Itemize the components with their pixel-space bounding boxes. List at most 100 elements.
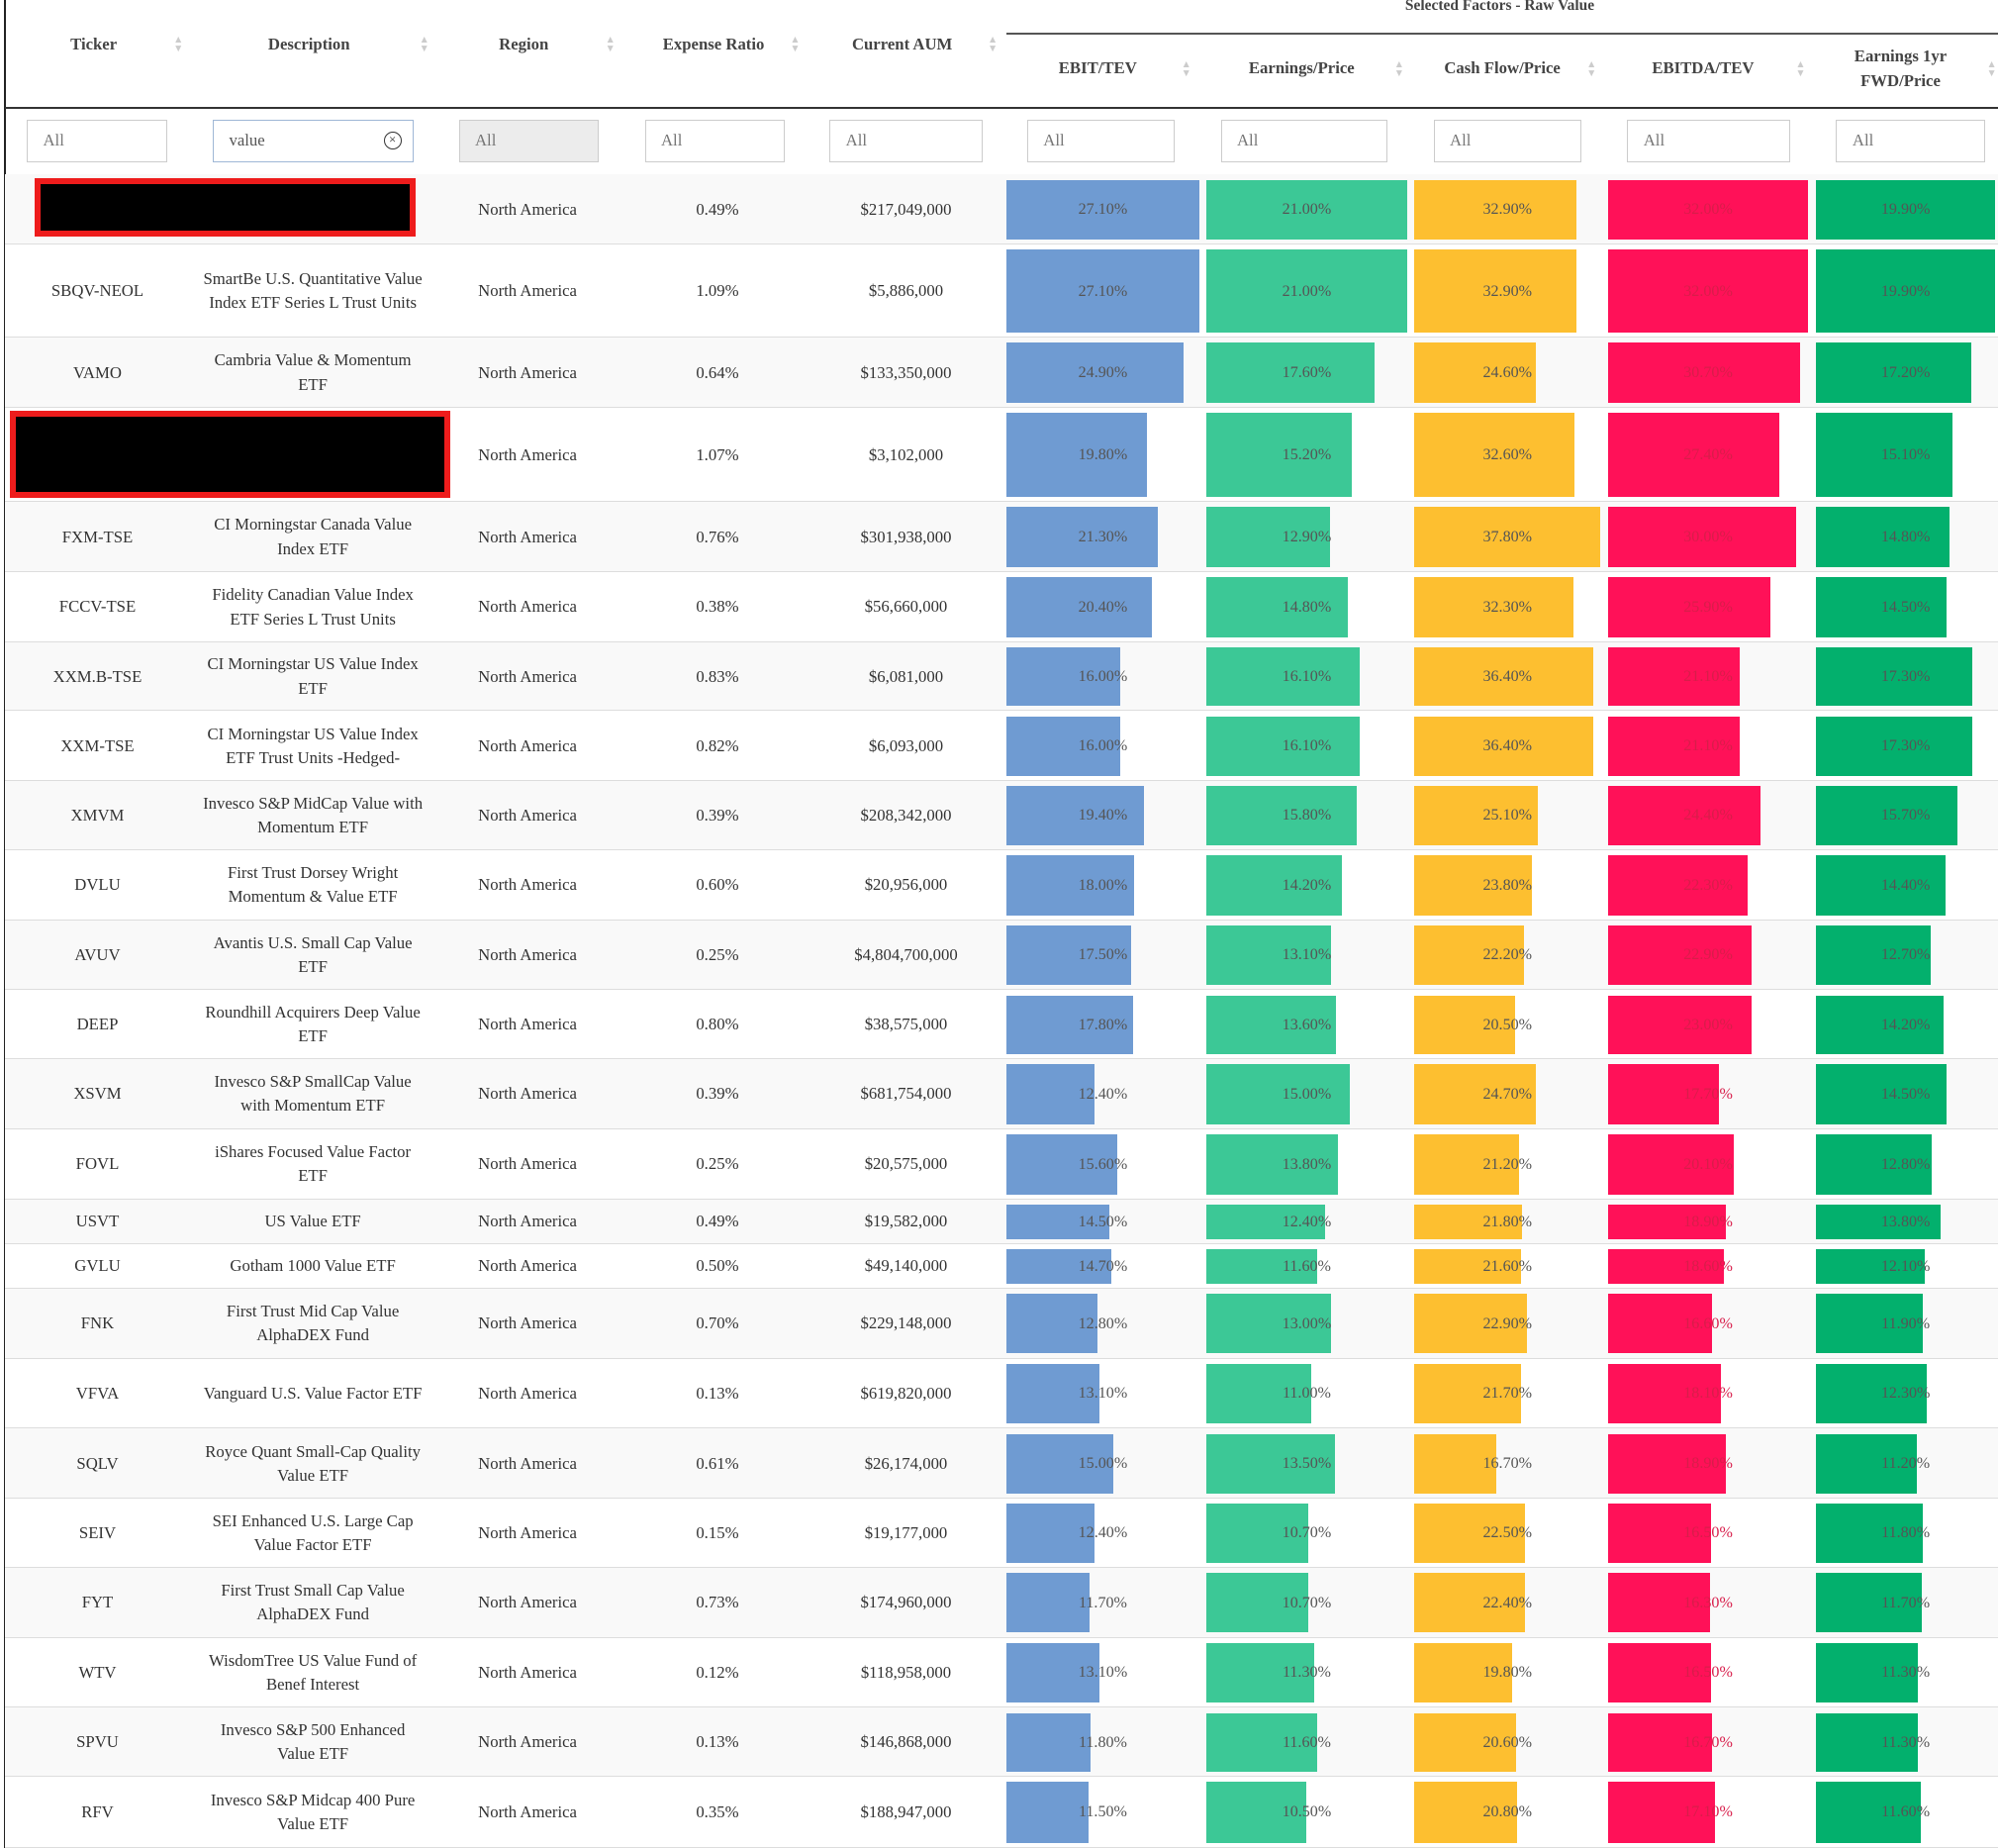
filter-input[interactable]: All xyxy=(1836,120,1986,162)
data-bar xyxy=(1006,1572,1091,1633)
group-header-line xyxy=(1006,33,1998,35)
data-bar xyxy=(1607,1712,1713,1772)
bar-label: 15.10% xyxy=(1880,446,1931,463)
region: North America xyxy=(478,875,577,895)
data-bar xyxy=(1414,995,1516,1054)
bar-label: 36.40% xyxy=(1482,668,1533,686)
column-header[interactable]: Current AUM xyxy=(851,34,953,53)
column-header[interactable]: Earnings/Price xyxy=(1248,58,1355,78)
aum: $38,575,000 xyxy=(864,1015,948,1034)
expense-ratio: 0.15% xyxy=(696,1522,739,1542)
data-bar xyxy=(1815,1782,1921,1843)
data-bar xyxy=(1414,1572,1525,1633)
bar-label: 24.90% xyxy=(1078,363,1128,381)
data-bar xyxy=(1815,577,1948,637)
data-bar xyxy=(1607,1204,1727,1239)
data-bar xyxy=(1206,1642,1315,1703)
bar-label: 11.70% xyxy=(1078,1594,1127,1611)
column-header[interactable]: Cash Flow/Price xyxy=(1444,58,1561,78)
column-header[interactable]: Region xyxy=(499,34,549,53)
filter-input[interactable]: All xyxy=(27,120,167,162)
bar-label: 12.70% xyxy=(1880,946,1931,964)
sort-icon: ▲ ▼ xyxy=(1393,58,1404,79)
region: North America xyxy=(478,805,577,825)
filter-input[interactable]: All xyxy=(1026,120,1176,162)
bar-label: 22.90% xyxy=(1683,946,1733,964)
data-bar xyxy=(1006,507,1159,567)
redaction xyxy=(34,178,416,238)
aum: $229,148,000 xyxy=(860,1313,952,1333)
bar-label: 11.90% xyxy=(1881,1314,1931,1332)
aum: $19,177,000 xyxy=(864,1522,948,1542)
bar-label: 12.10% xyxy=(1880,1257,1931,1275)
filter-input[interactable]: All xyxy=(829,120,983,162)
ticker: AVUV xyxy=(74,944,121,964)
column-header[interactable]: Ticker xyxy=(70,34,118,53)
description: First Trust Mid Cap Value AlphaDEX Fund xyxy=(226,1301,400,1345)
filter-input[interactable]: All xyxy=(458,120,600,162)
description: CI Morningstar US Value Index ETF xyxy=(207,654,419,698)
data-bar xyxy=(1607,1133,1734,1195)
column-header[interactable]: Earnings 1yr FWD/Price xyxy=(1854,47,1948,90)
aum: $6,081,000 xyxy=(868,666,944,686)
aum: $118,958,000 xyxy=(860,1662,952,1682)
expense-ratio: 0.25% xyxy=(696,1154,739,1174)
region: North America xyxy=(478,527,577,546)
data-bar xyxy=(1006,995,1133,1054)
filter-input[interactable]: value xyxy=(213,120,415,162)
description: CI Morningstar Canada Value Index ETF xyxy=(214,515,412,558)
bar-label: 20.60% xyxy=(1482,1733,1533,1751)
sort-icon: ▲ ▼ xyxy=(419,35,429,55)
bar-label: 17.80% xyxy=(1078,1016,1128,1033)
expense-ratio: 0.13% xyxy=(696,1383,739,1403)
filter-input[interactable]: All xyxy=(1220,120,1388,162)
bar-label: 32.90% xyxy=(1482,201,1533,219)
bar-label: 22.30% xyxy=(1683,876,1733,894)
filter-input[interactable]: All xyxy=(644,120,786,162)
bar-label: 12.80% xyxy=(1078,1314,1128,1332)
expense-ratio: 0.49% xyxy=(696,199,739,219)
data-bar xyxy=(1607,1782,1715,1843)
data-bar xyxy=(1414,1712,1516,1772)
bar-label: 23.00% xyxy=(1683,1016,1733,1033)
sort-icon: ▲ ▼ xyxy=(1795,58,1806,79)
data-bar xyxy=(1815,1204,1941,1239)
bar-label: 14.80% xyxy=(1282,598,1332,616)
description: Fidelity Canadian Value Index ETF Series… xyxy=(212,585,414,629)
data-bar xyxy=(1607,1572,1710,1633)
bar-label: 17.50% xyxy=(1078,946,1128,964)
aum: $6,093,000 xyxy=(868,735,944,755)
data-bar xyxy=(1006,1504,1095,1563)
region: North America xyxy=(478,1154,577,1174)
bar-label: 27.10% xyxy=(1078,201,1128,219)
bar-label: 11.50% xyxy=(1078,1803,1127,1821)
bar-label: 17.30% xyxy=(1880,737,1931,755)
bar-label: 21.60% xyxy=(1482,1257,1533,1275)
filter-input[interactable]: All xyxy=(1627,120,1791,162)
bar-label: 16.70% xyxy=(1683,1733,1733,1751)
data-bar xyxy=(1206,1433,1336,1495)
region: North America xyxy=(478,1732,577,1752)
column-header[interactable]: Expense Ratio xyxy=(662,34,765,53)
column-header[interactable]: Description xyxy=(267,34,350,53)
ticker: SBQV-NEOL xyxy=(50,281,144,301)
data-bar xyxy=(1206,786,1358,845)
column-header[interactable]: EBIT/TEV xyxy=(1058,58,1137,78)
data-bar xyxy=(1815,924,1931,986)
filter-input[interactable]: All xyxy=(1433,120,1581,162)
ticker: DEEP xyxy=(76,1015,119,1034)
column-header[interactable]: EBITDA/TEV xyxy=(1652,58,1755,78)
bar-label: 20.40% xyxy=(1078,598,1128,616)
clear-icon[interactable]: × xyxy=(383,131,402,149)
region: North America xyxy=(478,1522,577,1542)
bar-label: 27.10% xyxy=(1078,282,1128,300)
region: North America xyxy=(478,1015,577,1034)
data-bar xyxy=(1414,647,1594,707)
data-bar xyxy=(1815,413,1952,498)
data-bar xyxy=(1607,413,1780,498)
expense-ratio: 0.83% xyxy=(696,666,739,686)
bar-label: 11.30% xyxy=(1881,1733,1931,1751)
bar-label: 24.40% xyxy=(1683,807,1733,825)
data-bar xyxy=(1414,786,1539,845)
region: North America xyxy=(478,1662,577,1682)
